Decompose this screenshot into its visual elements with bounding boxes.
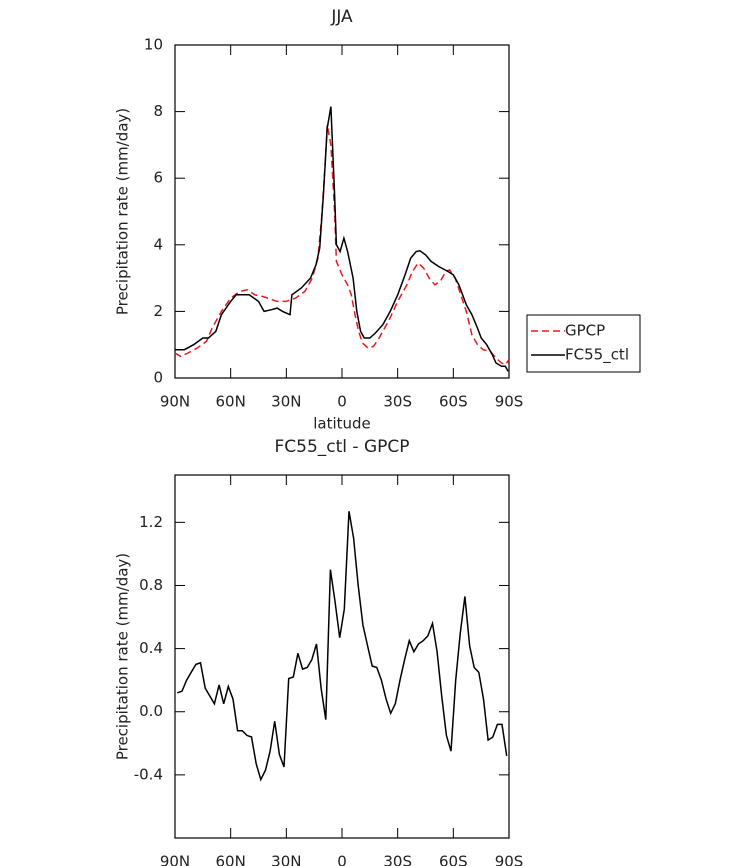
y-tick-label: 0.8 (139, 576, 163, 594)
data-line (175, 106, 509, 372)
x-tick-label: 30N (271, 853, 301, 866)
x-tick-label: 90S (495, 393, 524, 411)
x-tick-label: 30S (383, 853, 412, 866)
x-tick-label: 90N (160, 393, 190, 411)
x-tick-label: 30N (271, 393, 301, 411)
y-tick-label: 2 (153, 302, 163, 320)
data-line (177, 511, 508, 782)
data-line (174, 124, 510, 366)
legend-label: FC55_ctl (565, 346, 629, 365)
y-tick-label: 0.0 (139, 702, 163, 720)
chart-title: FC55_ctl - GPCP (274, 437, 409, 457)
legend-label: GPCP (565, 322, 605, 340)
x-tick-label: 30S (383, 393, 412, 411)
y-tick-label: 10 (144, 36, 163, 54)
legend-box (526, 314, 641, 373)
y-axis-label: Precipitation rate (mm/day) (114, 108, 132, 315)
y-axis-label: Precipitation rate (mm/day) (114, 553, 132, 760)
x-tick-label: 90N (160, 853, 190, 866)
x-axis-label: latitude (313, 415, 371, 433)
y-tick-label: 0.4 (139, 639, 163, 657)
x-tick-label: 60N (216, 393, 246, 411)
plot-frame (174, 474, 510, 839)
y-tick-label: 6 (153, 169, 163, 187)
x-tick-label: 60N (216, 853, 246, 866)
y-tick-label: 1.2 (139, 513, 163, 531)
x-tick-label: 60S (439, 393, 468, 411)
x-tick-label: 90S (495, 853, 524, 866)
y-tick-label: 4 (153, 235, 163, 253)
x-tick-label: 0 (337, 393, 347, 411)
plot-frame (174, 44, 510, 379)
x-tick-label: 0 (337, 853, 347, 866)
y-tick-label: 0 (153, 369, 163, 387)
y-tick-label: -0.4 (134, 765, 163, 783)
x-tick-label: 60S (439, 853, 468, 866)
chart-title: JJA (330, 7, 353, 27)
y-tick-label: 8 (153, 102, 163, 120)
